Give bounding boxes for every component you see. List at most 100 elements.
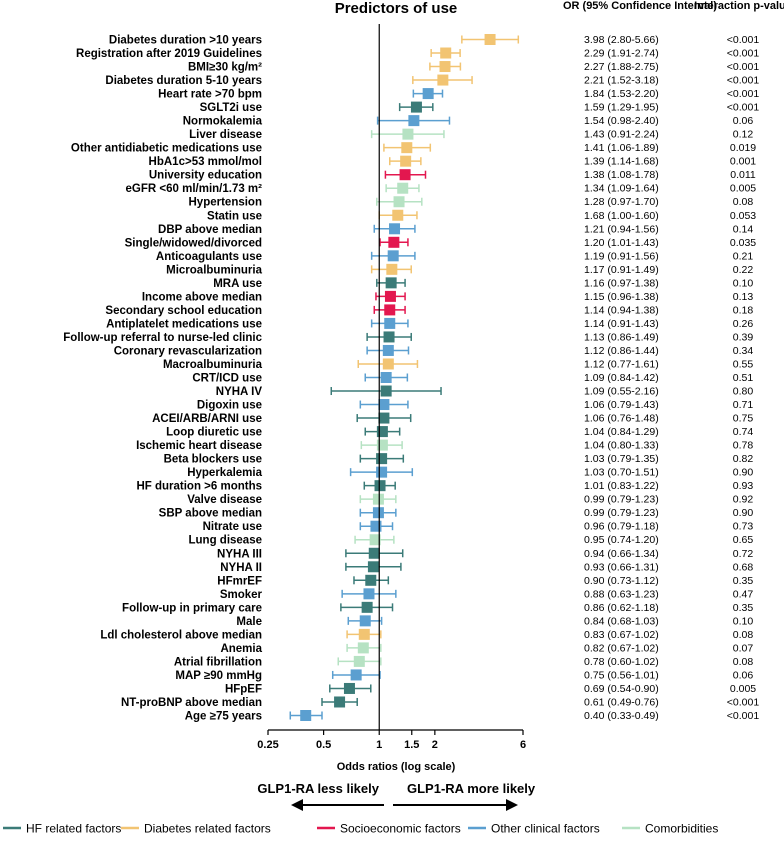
point-estimate (376, 466, 388, 478)
interaction-pvalue: 0.75 (733, 413, 754, 425)
interaction-pvalue: 0.68 (733, 561, 754, 573)
interaction-pvalue: 0.35 (733, 575, 754, 587)
forest-row: Ischemic heart disease 1.04 (0.80-1.33) 0.… (136, 439, 753, 452)
or-ci-value: 2.27 (1.88-2.75) (584, 61, 659, 73)
or-ci-value: 1.28 (0.97-1.70) (584, 196, 659, 208)
forest-row: NT-proBNP above median 0.61 (0.49-0.76) <0… (121, 696, 759, 709)
point-estimate (401, 142, 413, 154)
legend-item: Diabetes related factors (121, 822, 271, 836)
or-ci-value: 0.95 (0.74-1.20) (584, 534, 659, 546)
or-ci-value: 0.86 (0.62-1.18) (584, 602, 659, 614)
or-ci-value: 1.17 (0.91-1.49) (584, 264, 659, 276)
interaction-pvalue: 0.10 (733, 615, 754, 627)
forest-row: Normokalemia 1.54 (0.98-2.40) 0.06 (183, 115, 754, 128)
forest-row: HFpEF 0.69 (0.54-0.90) 0.005 (225, 682, 756, 695)
point-estimate (361, 601, 373, 613)
or-ci-value: 1.39 (1.14-1.68) (584, 156, 659, 168)
interaction-pvalue: 0.001 (730, 156, 756, 168)
x-tick-label: 1 (376, 739, 382, 751)
or-ci-value: 2.29 (1.91-2.74) (584, 48, 659, 60)
or-ci-value: 1.01 (0.83-1.22) (584, 480, 659, 492)
row-label: NYHA IV (216, 386, 263, 398)
forest-row: Age ≥75 years 0.40 (0.33-0.49) <0.001 (185, 710, 759, 723)
legend-label: Socioeconomic factors (340, 822, 461, 836)
interaction-pvalue: 0.47 (733, 588, 754, 600)
forest-row: Hyperkalemia 1.03 (0.70-1.51) 0.90 (187, 466, 753, 479)
interaction-pvalue: 0.73 (733, 521, 754, 533)
forest-row: Diabetes duration >10 years 3.98 (2.80-5.… (109, 34, 759, 47)
or-ci-value: 1.38 (1.08-1.78) (584, 169, 659, 181)
row-label: Heart rate >70 bpm (158, 89, 262, 101)
row-label: CRT/ICD use (192, 373, 262, 385)
or-ci-value: 1.15 (0.96-1.38) (584, 291, 659, 303)
point-estimate (392, 209, 404, 221)
or-ci-value: 0.94 (0.66-1.34) (584, 548, 659, 560)
forest-row: HFmrEF 0.90 (0.73-1.12) 0.35 (217, 574, 754, 587)
point-estimate (382, 358, 394, 370)
forest-row: MRA use 1.16 (0.97-1.38) 0.10 (213, 277, 753, 290)
or-ci-value: 0.69 (0.54-0.90) (584, 683, 659, 695)
interaction-pvalue: 0.005 (730, 183, 756, 195)
forest-row: Male 0.84 (0.68-1.03) 0.10 (236, 615, 753, 628)
forest-row: Smoker 0.88 (0.63-1.23) 0.47 (220, 588, 754, 601)
interaction-pvalue: 0.019 (730, 142, 756, 154)
forest-row: NYHA III 0.94 (0.66-1.34) 0.72 (217, 547, 753, 560)
point-estimate (388, 236, 400, 248)
point-estimate (370, 520, 382, 532)
row-label: Normokalemia (183, 116, 263, 128)
interaction-pvalue: <0.001 (727, 102, 760, 114)
row-label: SBP above median (159, 508, 262, 520)
x-axis: 0.25 0.5 1 1.5 2 6 (257, 24, 526, 751)
row-label: Beta blockers use (164, 454, 262, 466)
row-label: MRA use (213, 278, 262, 290)
interaction-pvalue: 0.06 (733, 115, 754, 127)
or-ci-value: 0.84 (0.68-1.03) (584, 615, 659, 627)
interaction-pvalue: 0.005 (730, 683, 756, 695)
row-label: Liver disease (189, 129, 262, 141)
point-estimate (408, 115, 420, 127)
forest-row: Loop diuretic use 1.04 (0.84-1.29) 0.74 (166, 426, 753, 439)
interaction-pvalue: 0.55 (733, 358, 754, 370)
or-ci-value: 1.54 (0.98-2.40) (584, 115, 659, 127)
or-ci-value: 1.14 (0.91-1.43) (584, 318, 659, 330)
forest-row: SGLT2i use 1.59 (1.29-1.95) <0.001 (200, 101, 760, 114)
or-ci-value: 0.90 (0.73-1.12) (584, 575, 659, 587)
interaction-pvalue: 0.13 (733, 291, 754, 303)
interaction-pvalue: 0.12 (733, 129, 754, 141)
point-estimate (350, 669, 362, 681)
legend-label: HF related factors (26, 822, 121, 836)
point-estimate (376, 439, 388, 451)
row-label: eGFR <60 ml/min/1.73 m² (126, 183, 263, 195)
row-label: NYHA II (220, 562, 262, 574)
point-estimate (440, 47, 452, 59)
or-ci-value: 0.78 (0.60-1.02) (584, 656, 659, 668)
row-label: University education (149, 170, 262, 182)
or-ci-value: 1.09 (0.55-2.16) (584, 386, 659, 398)
or-ci-value: 0.75 (0.56-1.01) (584, 669, 659, 681)
point-estimate (389, 223, 401, 235)
forest-row: Follow-up in primary care 0.86 (0.62-1.18… (122, 601, 753, 614)
or-column-header: OR (95% Confidence Interval) (563, 0, 717, 12)
interaction-pvalue: 0.39 (733, 331, 754, 343)
point-estimate (374, 480, 386, 492)
row-label: Diabetes duration >10 years (109, 35, 262, 47)
or-ci-value: 1.09 (0.84-1.42) (584, 372, 659, 384)
interaction-pvalue: <0.001 (727, 48, 760, 60)
point-estimate (439, 61, 451, 73)
row-label: Anticoagulants use (156, 251, 262, 263)
or-ci-value: 1.13 (0.86-1.49) (584, 331, 659, 343)
point-estimate (384, 317, 396, 329)
row-label: Smoker (220, 589, 263, 601)
x-tick-label: 2 (432, 739, 438, 751)
row-label: Hyperkalemia (187, 467, 262, 479)
or-ci-value: 1.03 (0.70-1.51) (584, 467, 659, 479)
row-label: Single/widowed/divorced (125, 237, 262, 249)
forest-row: Lung disease 0.95 (0.74-1.20) 0.65 (189, 534, 753, 547)
interaction-pvalue: 0.08 (733, 629, 754, 641)
point-estimate (357, 642, 369, 654)
forest-row: Income above median 1.15 (0.96-1.38) 0.13 (142, 290, 754, 303)
interaction-pvalue: 0.34 (733, 345, 754, 357)
point-estimate (393, 196, 405, 208)
forest-row: Hypertension 1.28 (0.97-1.70) 0.08 (189, 196, 753, 209)
